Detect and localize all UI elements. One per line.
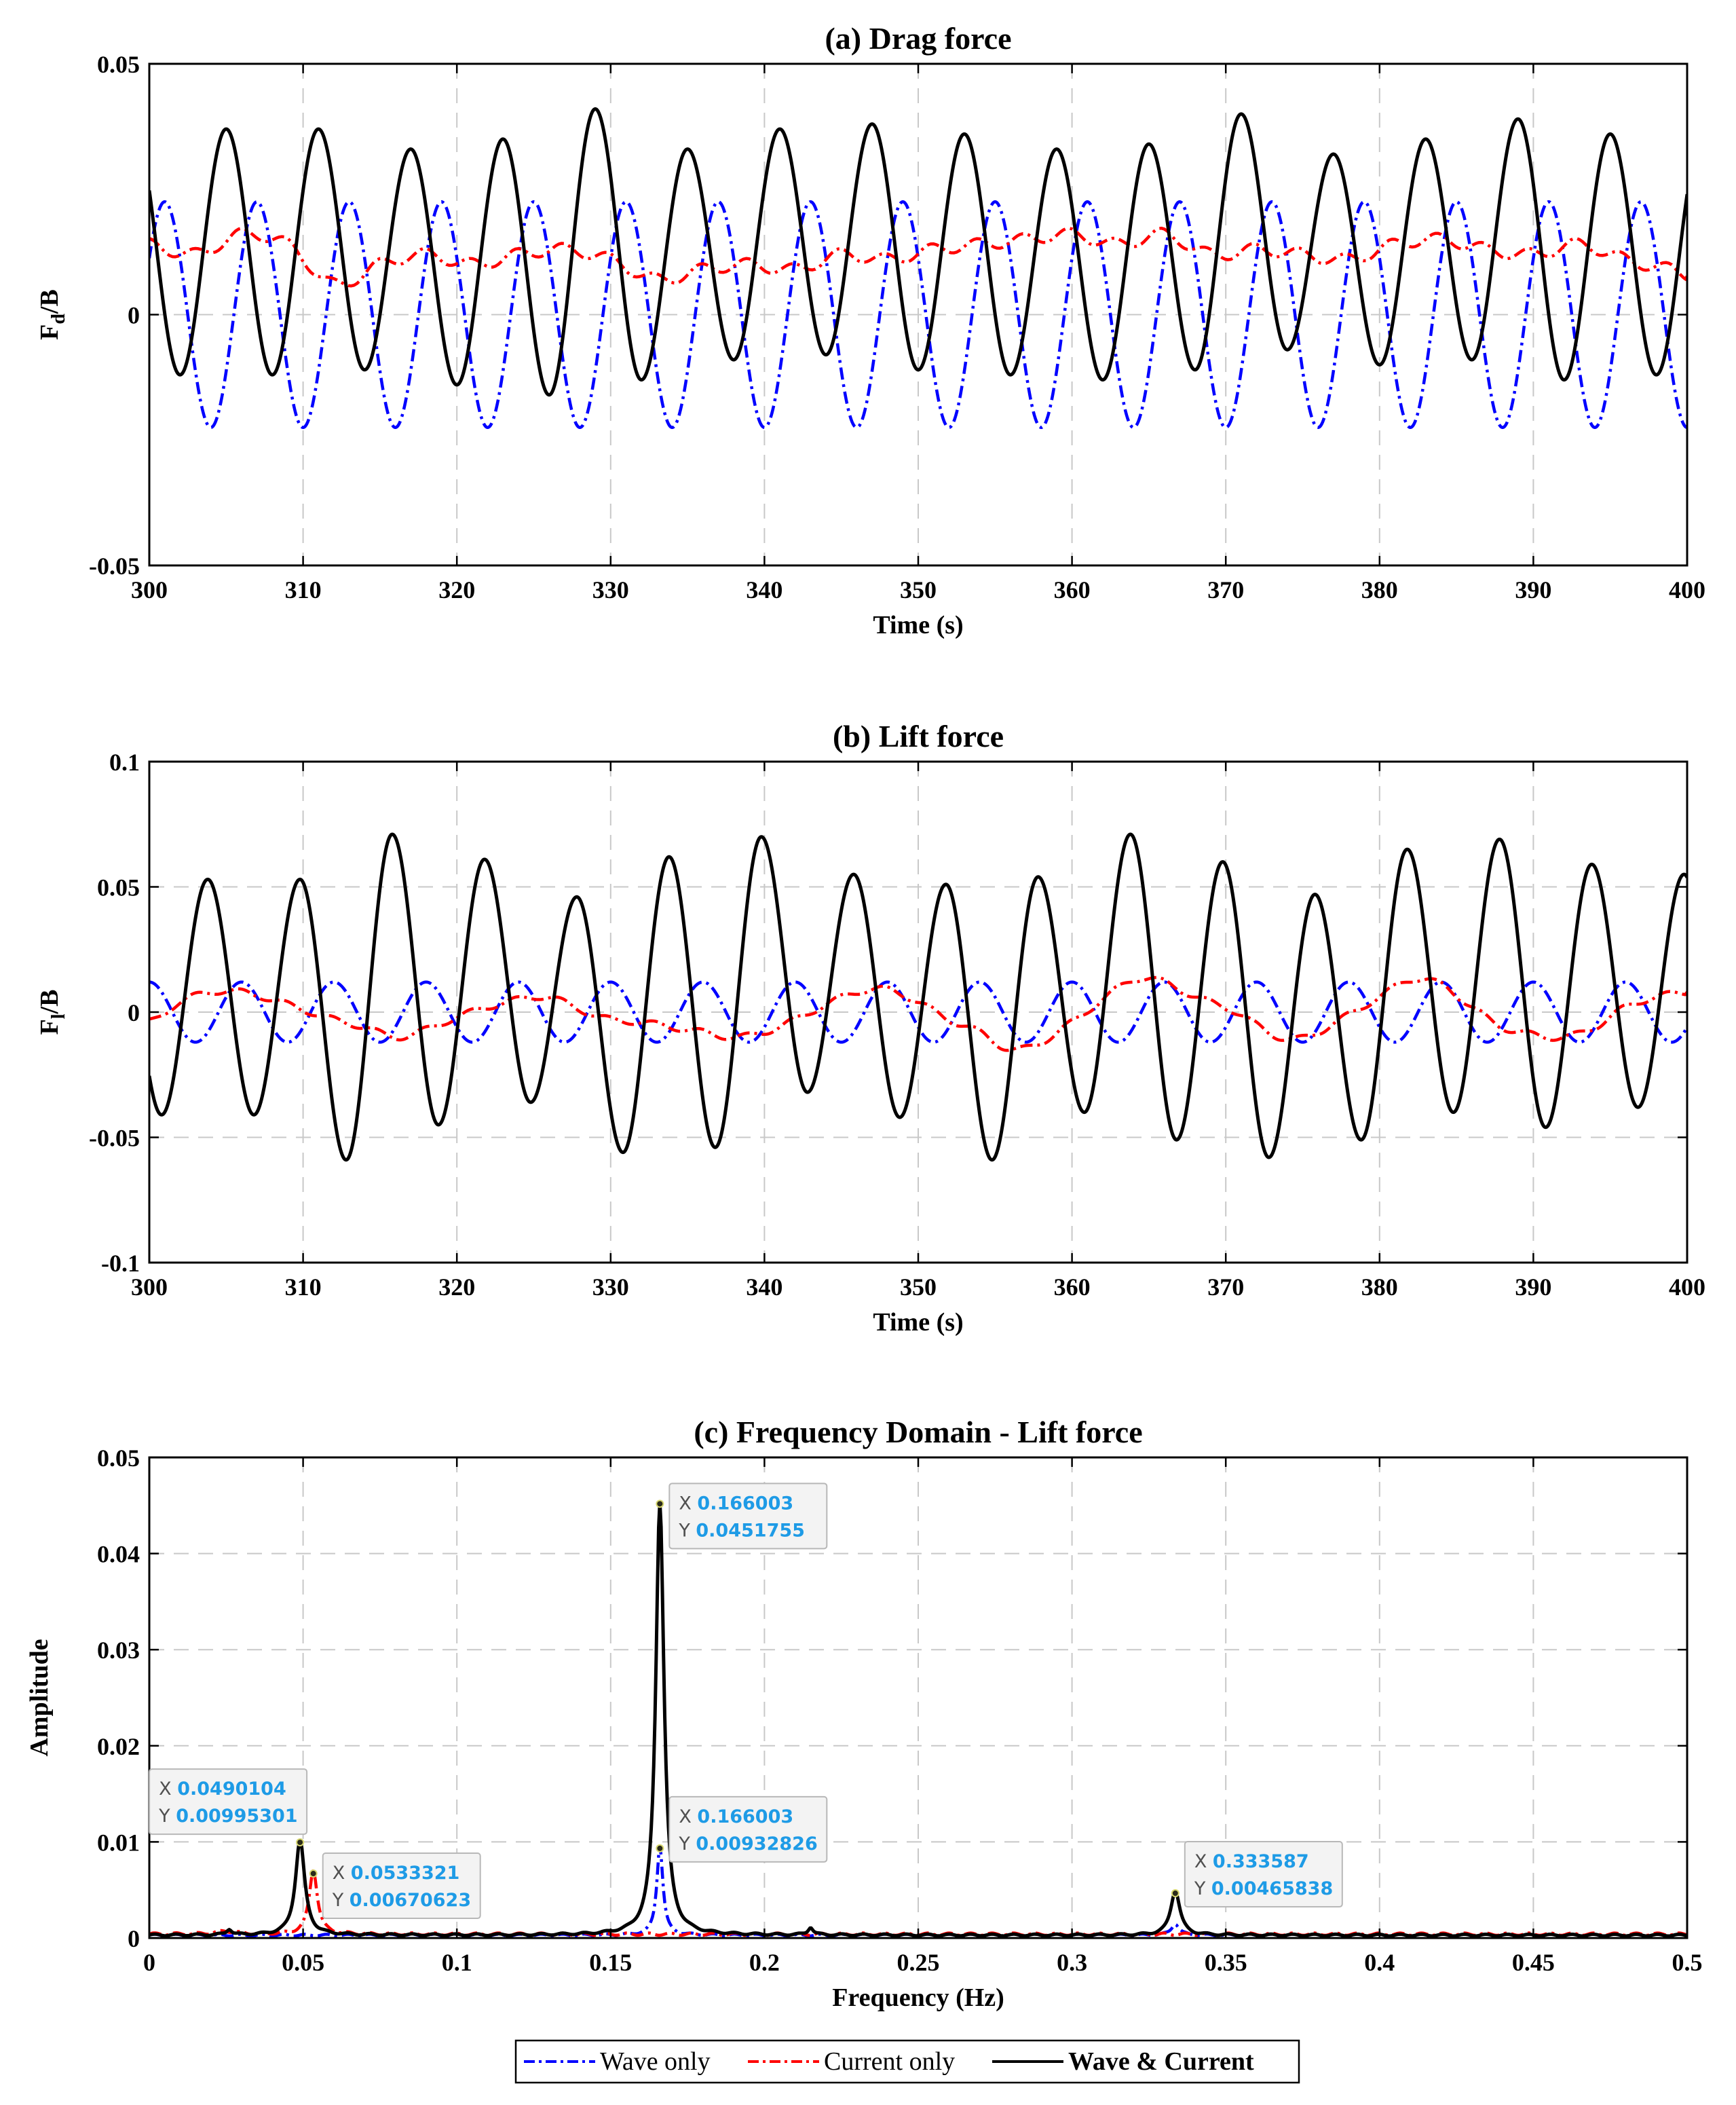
chart-title: (c) Frequency Domain - Lift force xyxy=(694,1415,1142,1449)
x-tick-label: 330 xyxy=(592,576,629,603)
x-tick-label: 350 xyxy=(900,576,937,603)
data-tip-box xyxy=(149,1768,308,1836)
series-line-wave-current xyxy=(149,107,1687,397)
x-tick-label: 0.2 xyxy=(749,1949,780,1976)
chart-title: (a) Drag force xyxy=(825,21,1011,56)
y-tick-label: -0.05 xyxy=(89,553,140,580)
x-tick-label: 390 xyxy=(1515,576,1551,603)
panel-b: 300 310 320 330 340 350 360 370 380 390 400 -0.1 -0.… xyxy=(35,719,1705,1337)
x-tick-label: 0 xyxy=(143,1949,155,1976)
y-tick-label: 0.04 xyxy=(97,1541,140,1568)
data-tip-x: X 0.0490104 xyxy=(159,1778,286,1800)
data-tip-x: X 0.0533321 xyxy=(333,1863,460,1884)
x-tick-label: 370 xyxy=(1207,1273,1244,1301)
data-tip-box xyxy=(668,1795,828,1863)
data-tip-y: Y 0.00932826 xyxy=(678,1833,817,1855)
y-tick-label: 0.05 xyxy=(97,51,140,78)
legend-item-wave-only: Wave only xyxy=(524,2047,711,2076)
data-tip[interactable]: X 0.0533321 Y 0.00670623 xyxy=(309,1852,481,1920)
x-axis-label: Time (s) xyxy=(873,611,963,639)
data-tip-x: X 0.333587 xyxy=(1194,1851,1309,1872)
legend-box xyxy=(514,2039,1300,2084)
x-tick-label: 330 xyxy=(592,1273,629,1301)
x-tick-label: 350 xyxy=(900,1273,937,1301)
y-tick-label: 0 xyxy=(128,1925,140,1952)
series-line-wave-current xyxy=(149,832,1687,1162)
panel-a: 300 310 320 330 340 350 360 370 380 390 400 -0.05 0 0… xyxy=(35,21,1705,639)
x-tick-label: 0.15 xyxy=(589,1949,632,1976)
series-line-wave-only xyxy=(149,200,1687,430)
x-tick-label: 0.4 xyxy=(1364,1949,1395,1976)
legend-label: Current only xyxy=(824,2047,955,2076)
y-tick-label: -0.05 xyxy=(89,1125,140,1152)
y-tick-label: 0.1 xyxy=(109,749,140,776)
legend: Wave only Current only Wave & Current xyxy=(514,2039,1300,2084)
x-tick-label: 380 xyxy=(1361,1273,1398,1301)
legend-item-wave-current: Wave & Current xyxy=(992,2047,1254,2076)
legend-label: Wave only xyxy=(600,2047,711,2076)
x-tick-label: 300 xyxy=(131,1273,168,1301)
data-tip[interactable]: X 0.166003 Y 0.0451755 xyxy=(656,1483,828,1550)
legend-label: Wave & Current xyxy=(1068,2047,1254,2076)
x-tick-label: 310 xyxy=(285,1273,322,1301)
chart-title: (b) Lift force xyxy=(833,719,1004,753)
legend-item-current-only: Current only xyxy=(748,2047,955,2076)
x-tick-label: 320 xyxy=(438,576,475,603)
data-tip[interactable]: X 0.166003 Y 0.00932826 xyxy=(656,1795,828,1863)
y-tick-label: 0 xyxy=(128,999,140,1026)
x-tick-label: 0.1 xyxy=(442,1949,472,1976)
x-tick-label: 300 xyxy=(131,576,168,603)
data-tip-marker xyxy=(309,1869,318,1878)
y-tick-label: 0.01 xyxy=(97,1829,140,1856)
y-tick-label: -0.1 xyxy=(101,1250,140,1277)
x-tick-label: 400 xyxy=(1669,1273,1705,1301)
data-tip-y: Y 0.00465838 xyxy=(1194,1878,1333,1899)
x-tick-label: 0.25 xyxy=(897,1949,940,1976)
data-tip-marker xyxy=(656,1499,664,1508)
data-tip-box xyxy=(322,1852,481,1920)
x-tick-label: 0.5 xyxy=(1672,1949,1703,1976)
data-tip-x: X 0.166003 xyxy=(679,1493,793,1514)
data-tip-x: X 0.166003 xyxy=(679,1806,793,1827)
x-tick-label: 400 xyxy=(1669,576,1705,603)
panel-c: 0 0.05 0.1 0.15 0.2 0.25 0.3 0.35 0.4 0.45 0.5 0 0.0… xyxy=(25,1415,1703,2012)
x-tick-label: 390 xyxy=(1515,1273,1551,1301)
series-group xyxy=(149,107,1687,430)
y-tick-label: 0.03 xyxy=(97,1637,140,1664)
x-tick-label: 0.45 xyxy=(1512,1949,1555,1976)
x-tick-label: 360 xyxy=(1054,576,1091,603)
data-tip-box xyxy=(1184,1841,1343,1908)
data-tip-y: Y 0.0451755 xyxy=(678,1520,805,1541)
x-tick-label: 340 xyxy=(746,1273,782,1301)
data-tip-marker xyxy=(1171,1889,1180,1898)
x-tick-label: 360 xyxy=(1054,1273,1091,1301)
x-tick-label: 310 xyxy=(285,576,322,603)
y-axis-label: Fd/B xyxy=(35,289,69,340)
y-axis-label: Fl/B xyxy=(35,990,69,1035)
series-line-current-only xyxy=(149,226,1687,288)
y-tick-label: 0.05 xyxy=(97,1445,140,1472)
x-tick-label: 0.05 xyxy=(282,1949,324,1976)
data-tip-y: Y 0.00670623 xyxy=(332,1890,471,1911)
y-axis-label: Amplitude xyxy=(25,1639,54,1756)
x-tick-label: 0.35 xyxy=(1205,1949,1247,1976)
data-tip[interactable]: X 0.333587 Y 0.00465838 xyxy=(1171,1841,1343,1908)
data-tip-marker xyxy=(296,1838,305,1847)
data-tip-y: Y 0.00995301 xyxy=(158,1806,297,1827)
data-tip[interactable]: X 0.0490104 Y 0.00995301 xyxy=(149,1768,308,1847)
x-tick-label: 370 xyxy=(1207,576,1244,603)
y-tick-label: 0 xyxy=(128,302,140,329)
x-tick-label: 340 xyxy=(746,576,782,603)
data-tip-marker xyxy=(656,1844,664,1852)
x-axis-label: Time (s) xyxy=(873,1308,963,1337)
x-tick-label: 380 xyxy=(1361,576,1398,603)
y-tick-label: 0.02 xyxy=(97,1733,140,1760)
x-tick-label: 320 xyxy=(438,1273,475,1301)
x-tick-label: 0.3 xyxy=(1057,1949,1087,1976)
x-axis-label: Frequency (Hz) xyxy=(832,1983,1004,2012)
y-tick-label: 0.05 xyxy=(97,874,140,901)
series-group xyxy=(149,832,1687,1162)
data-tip-box xyxy=(668,1483,828,1550)
